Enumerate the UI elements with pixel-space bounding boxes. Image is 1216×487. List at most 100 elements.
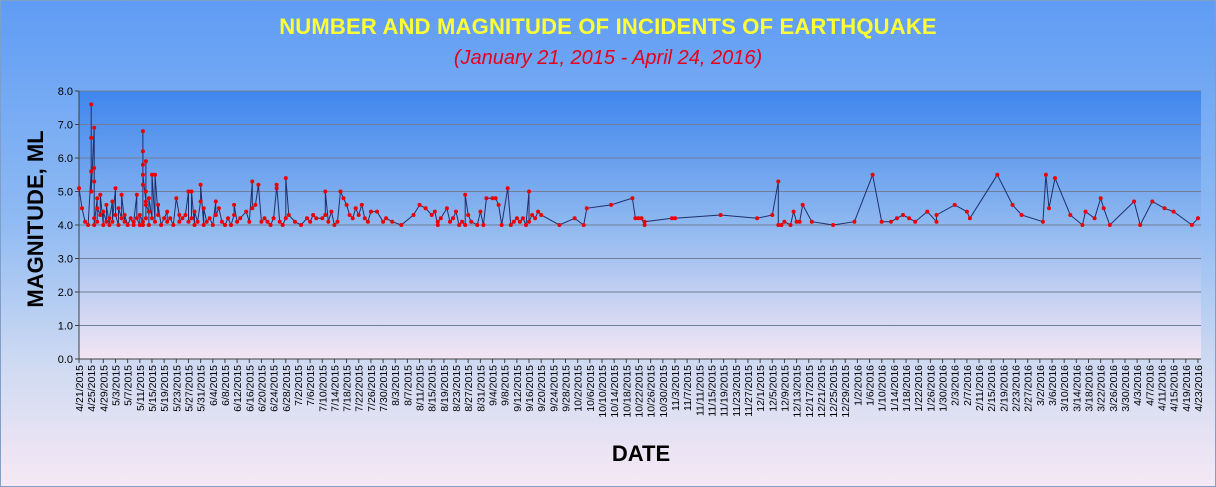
data-point (852, 219, 857, 224)
data-point (186, 219, 191, 224)
x-tick-label: 3/10/2016 (1059, 365, 1071, 412)
data-point (517, 219, 522, 224)
data-point (177, 213, 182, 217)
data-point (250, 179, 255, 184)
data-point (86, 223, 91, 227)
data-point (98, 192, 103, 197)
data-point (514, 216, 519, 221)
x-tick-labels: 4/21/2015 4/25/2015 4/29/2015 5/3/2015 5/7/2… (74, 365, 1205, 418)
data-point (244, 209, 249, 214)
data-point (1068, 213, 1073, 217)
data-point (1132, 199, 1137, 204)
data-point (192, 209, 197, 214)
data-point (92, 125, 97, 130)
data-point (323, 213, 328, 217)
data-point (177, 219, 182, 224)
data-point (320, 216, 325, 221)
x-tick-label: 6/24/2015 (269, 365, 281, 412)
x-tick-label: 12/5/2015 (767, 365, 779, 412)
data-point (776, 223, 781, 227)
data-point (1189, 223, 1194, 227)
x-tick-label: 8/27/2015 (463, 365, 475, 412)
data-point (536, 209, 541, 214)
data-point (329, 209, 334, 214)
data-point (527, 219, 531, 224)
x-tick-label: 9/12/2015 (512, 365, 524, 412)
data-point (226, 216, 230, 221)
data-point (180, 216, 185, 221)
data-point (143, 202, 148, 207)
data-point (788, 223, 793, 227)
data-point (92, 216, 97, 221)
data-point (463, 192, 468, 197)
x-tick-label: 8/3/2015 (390, 365, 402, 406)
data-point (630, 196, 635, 201)
data-point (210, 223, 215, 227)
data-point (1010, 202, 1015, 207)
data-point (925, 209, 930, 214)
data-point (469, 219, 474, 224)
data-point (137, 223, 142, 227)
x-tick-label: 4/19/2016 (1181, 365, 1193, 412)
x-tick-label: 9/8/2015 (500, 365, 512, 406)
x-tick-label: 7/14/2015 (329, 365, 341, 412)
data-point (95, 219, 100, 224)
chart-subtitle: (January 21, 2015 - April 24, 2016) (453, 47, 763, 69)
data-point (581, 223, 586, 227)
data-point (216, 206, 221, 211)
data-point (204, 219, 209, 224)
data-point (755, 216, 760, 221)
data-point (530, 213, 535, 217)
x-tick-label: 1/6/2016 (865, 365, 877, 406)
data-point (183, 213, 188, 217)
data-point (98, 213, 103, 217)
x-tick-label: 7/2/2015 (293, 365, 305, 406)
data-point (390, 219, 395, 224)
x-tick-label: 2/19/2016 (998, 365, 1010, 412)
data-point (463, 223, 468, 227)
data-point (311, 213, 316, 217)
x-tick-label: 12/1/2015 (755, 365, 767, 412)
data-point (137, 213, 142, 217)
data-point (122, 213, 127, 217)
data-point (411, 213, 416, 217)
data-point (527, 189, 531, 194)
data-point (156, 213, 161, 217)
data-point (92, 223, 97, 227)
data-point (1150, 199, 1155, 204)
data-point (344, 202, 349, 207)
x-tick-label: 9/28/2015 (561, 365, 573, 412)
data-point (359, 202, 364, 207)
data-point (95, 196, 100, 201)
x-tick-label: 6/16/2015 (244, 365, 256, 412)
data-point (669, 216, 674, 221)
data-point (1080, 223, 1085, 227)
x-tick-label: 6/12/2015 (232, 365, 244, 412)
data-point (1047, 206, 1051, 211)
data-point (797, 219, 802, 224)
data-point (375, 209, 379, 214)
x-tick-label: 11/27/2015 (743, 365, 755, 417)
data-point (1101, 206, 1106, 211)
data-point (238, 216, 243, 221)
x-tick-label: 4/21/2015 (74, 365, 86, 412)
data-point (247, 219, 252, 224)
data-point (83, 219, 88, 224)
x-tick-label: 10/30/2015 (658, 365, 670, 418)
data-point (466, 213, 471, 217)
data-point (271, 216, 276, 221)
data-point (186, 189, 191, 194)
data-point (113, 213, 118, 217)
x-tick-label: 9/16/2015 (524, 365, 536, 412)
data-point (967, 216, 972, 221)
data-point (800, 202, 805, 207)
x-tick-label: 10/14/2015 (609, 365, 621, 418)
data-point (213, 199, 218, 204)
data-point (1043, 172, 1048, 177)
data-point (1138, 223, 1143, 227)
data-point (201, 223, 206, 227)
x-tick-label: 7/18/2015 (342, 365, 354, 412)
data-point (776, 179, 781, 184)
data-point (347, 213, 352, 217)
data-point (198, 199, 203, 204)
